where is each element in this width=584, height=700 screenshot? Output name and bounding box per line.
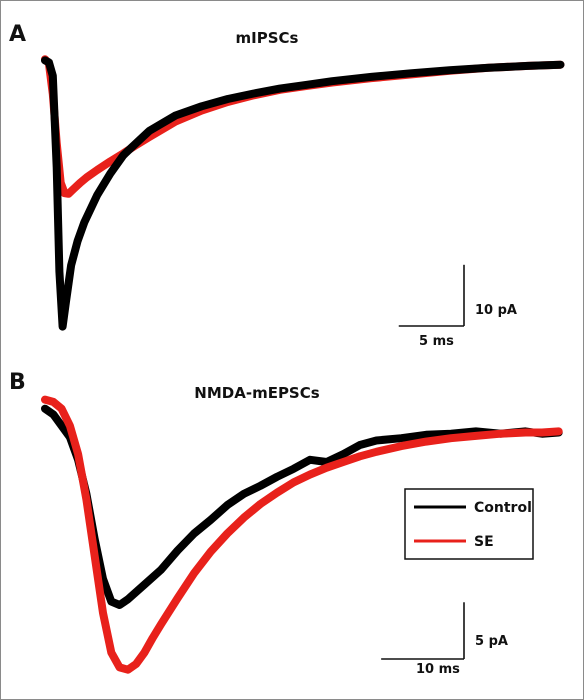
panel-a-scale-bar: 10 pA 5 ms	[398, 264, 517, 349]
panel-a: A mIPSCs 10 pA 5 ms	[9, 22, 565, 349]
panel-a-traces	[41, 55, 565, 331]
panel-b-label: B	[9, 370, 26, 395]
panel-b-traces	[41, 395, 563, 674]
legend-label-se: SE	[474, 534, 494, 550]
legend-label-control: Control	[474, 500, 532, 516]
panel-b-legend: Control SE	[404, 488, 534, 560]
panel-b-scale-bar-y-label: 5 pA	[475, 634, 508, 649]
panel-a-title: mIPSCs	[236, 29, 299, 47]
panel-b-scale-bar: 5 pA 10 ms	[381, 602, 508, 677]
panel-a-trace-control	[41, 56, 565, 331]
panel-a-scale-bar-x-label: 5 ms	[419, 334, 454, 349]
panel-b-title: NMDA-mEPSCs	[194, 384, 319, 402]
panel-b: B NMDA-mEPSCs 5 pA 10 ms Control SE	[9, 370, 563, 677]
panel-a-label: A	[9, 22, 26, 47]
panel-a-trace-se	[41, 55, 565, 198]
panel-b-trace-se	[41, 395, 563, 674]
panel-b-scale-bar-x-label: 10 ms	[416, 662, 460, 677]
legend-box	[404, 488, 534, 560]
panel-a-scale-bar-y-label: 10 pA	[475, 303, 517, 318]
